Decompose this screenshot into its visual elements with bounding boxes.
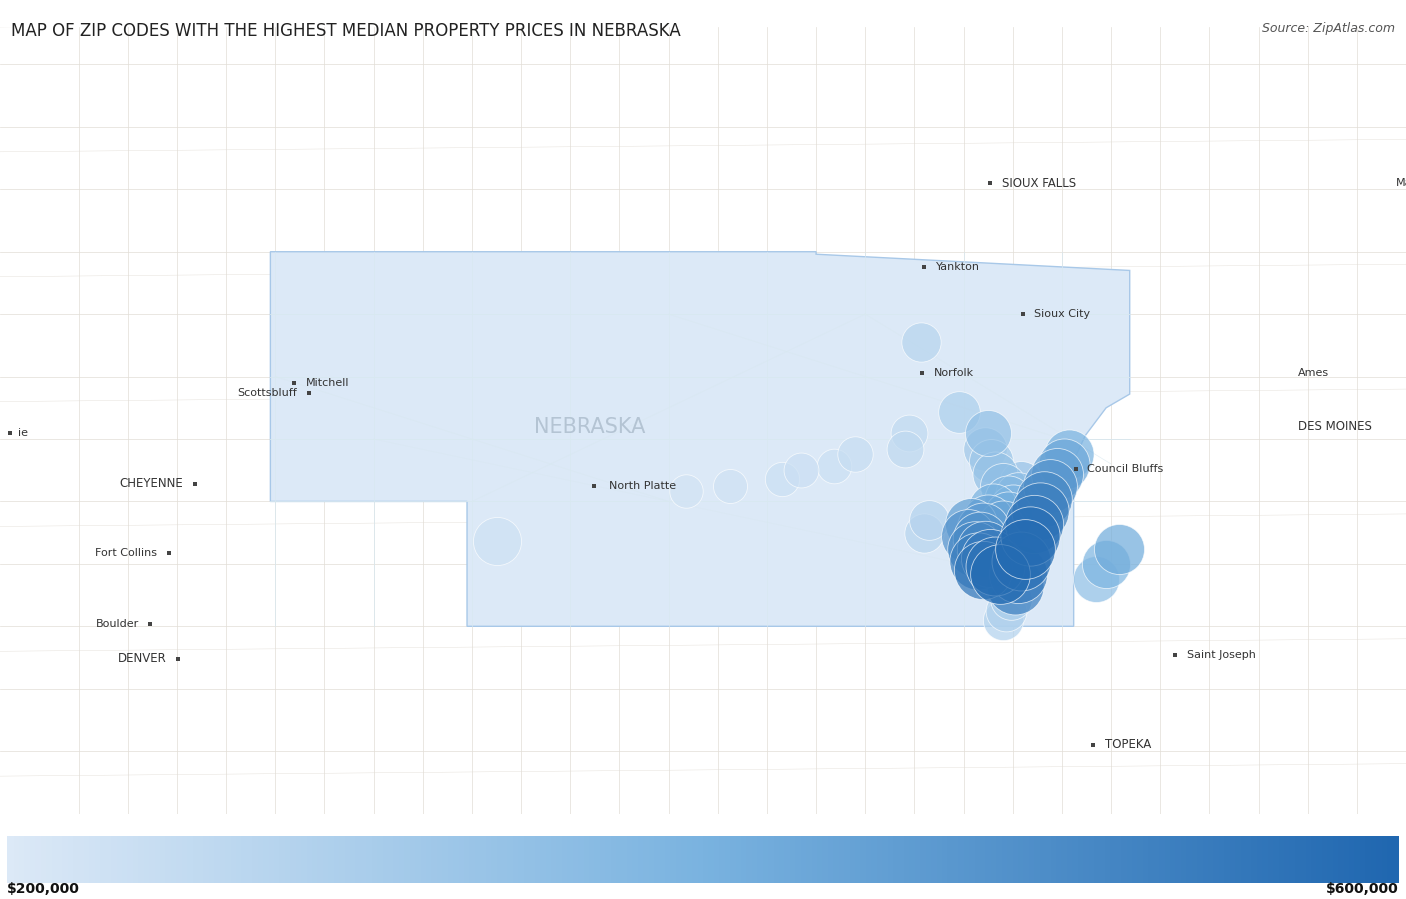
Polygon shape xyxy=(270,252,1129,627)
Point xyxy=(1007,488,1029,503)
Point xyxy=(844,447,866,461)
Point xyxy=(977,425,1000,440)
Point xyxy=(1014,542,1036,556)
Point xyxy=(1004,579,1026,593)
Text: TOPEKA: TOPEKA xyxy=(1105,738,1152,752)
Text: North Platte: North Platte xyxy=(609,482,676,492)
Text: Fort Collins: Fort Collins xyxy=(96,547,157,557)
Point xyxy=(1095,556,1118,571)
Text: Mitchell: Mitchell xyxy=(305,378,349,388)
Text: Ma: Ma xyxy=(1396,178,1406,188)
Text: DENVER: DENVER xyxy=(118,653,166,665)
Point xyxy=(1057,447,1080,461)
Point xyxy=(984,467,1007,481)
Point xyxy=(994,604,1017,619)
Point xyxy=(1108,542,1130,556)
Text: Sioux City: Sioux City xyxy=(1035,309,1091,319)
Point xyxy=(977,513,1000,528)
Text: Source: ZipAtlas.com: Source: ZipAtlas.com xyxy=(1261,22,1395,35)
Point xyxy=(1053,457,1076,471)
Point xyxy=(1029,504,1052,519)
Point xyxy=(770,472,793,486)
Point xyxy=(997,509,1019,523)
Point xyxy=(1010,476,1032,490)
Point xyxy=(675,485,697,499)
Point xyxy=(1001,501,1024,515)
Point xyxy=(948,405,970,419)
Point xyxy=(1007,566,1029,581)
Text: CHEYENNE: CHEYENNE xyxy=(120,477,183,491)
Point xyxy=(965,542,987,556)
Text: Norfolk: Norfolk xyxy=(934,368,974,378)
Text: DES MOINES: DES MOINES xyxy=(1298,420,1372,433)
Point xyxy=(967,554,990,568)
Text: $200,000: $200,000 xyxy=(7,882,80,896)
Point xyxy=(980,454,1002,468)
Point xyxy=(991,520,1014,534)
Point xyxy=(918,513,941,528)
Point xyxy=(893,441,915,456)
Point xyxy=(984,559,1007,574)
Text: Boulder: Boulder xyxy=(96,619,139,629)
Point xyxy=(960,517,983,531)
Point xyxy=(974,542,997,556)
Point xyxy=(718,479,741,494)
Point xyxy=(1000,592,1022,606)
Text: Saint Joseph: Saint Joseph xyxy=(1187,650,1256,660)
Point xyxy=(1039,479,1062,494)
Point xyxy=(1085,572,1108,586)
Point xyxy=(991,613,1014,628)
Point xyxy=(910,334,932,349)
Point xyxy=(991,479,1014,494)
Point xyxy=(1010,554,1032,568)
Point xyxy=(1046,467,1069,481)
Text: ie: ie xyxy=(18,428,28,438)
Text: Scottsbluff: Scottsbluff xyxy=(238,387,297,398)
Text: MAP OF ZIP CODES WITH THE HIGHEST MEDIAN PROPERTY PRICES IN NEBRASKA: MAP OF ZIP CODES WITH THE HIGHEST MEDIAN… xyxy=(11,22,681,40)
Point xyxy=(957,530,980,544)
Point xyxy=(1019,530,1042,544)
Text: Council Bluffs: Council Bluffs xyxy=(1087,464,1164,474)
Point xyxy=(979,550,1001,565)
Point xyxy=(1024,517,1046,531)
Point xyxy=(981,501,1004,515)
Point xyxy=(972,563,994,577)
Point xyxy=(485,534,508,548)
Point xyxy=(898,425,921,440)
Point xyxy=(823,459,845,474)
Text: NEBRASKA: NEBRASKA xyxy=(534,416,645,437)
Point xyxy=(972,521,994,536)
Point xyxy=(988,566,1011,581)
Point xyxy=(790,463,813,477)
Text: Yankton: Yankton xyxy=(936,262,980,271)
Point xyxy=(974,441,997,456)
Point xyxy=(969,531,991,546)
Text: Ames: Ames xyxy=(1298,368,1329,378)
Point xyxy=(997,492,1019,506)
Text: SIOUX FALLS: SIOUX FALLS xyxy=(1002,176,1076,190)
Text: $600,000: $600,000 xyxy=(1326,882,1399,896)
Point xyxy=(1033,492,1056,506)
Point xyxy=(912,526,935,540)
